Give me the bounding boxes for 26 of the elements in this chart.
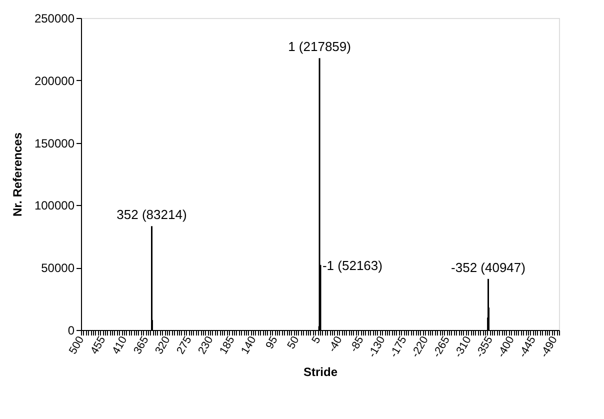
x-tick-label: 365 [132,334,152,356]
x-tick-label: 500 [67,334,87,356]
x-tick-label: -85 [348,334,366,354]
x-tick-label: 95 [264,334,280,352]
annotation: -1 (52163) [322,258,382,273]
x-tick-label: 275 [174,334,194,356]
annotation: 1 (217859) [288,39,351,54]
y-tick-label: 100000 [34,198,75,213]
annotation: -352 (40947) [451,260,526,275]
y-tick-label: 50000 [41,261,75,276]
x-tick-label: 230 [196,334,216,356]
annotation: 352 (83214) [116,207,187,222]
y-tick-label: 150000 [34,136,75,150]
x-tick-label: 320 [153,334,173,356]
x-tick-label: 5 [310,334,324,346]
y-tick-label: 250000 [34,12,75,26]
x-tick-label: -40 [326,334,345,354]
x-axis-title: Stride [303,365,338,380]
x-tick-label: 140 [239,334,259,356]
x-tick-label: 185 [218,334,238,356]
x-tick-label: 50 [285,334,302,352]
x-tick-label: 455 [88,334,108,356]
x-tick-label: 410 [110,334,130,356]
y-tick-label: 0 [68,324,75,338]
y-tick-label: 200000 [34,74,75,88]
y-axis-title: Nr. References [10,132,24,217]
